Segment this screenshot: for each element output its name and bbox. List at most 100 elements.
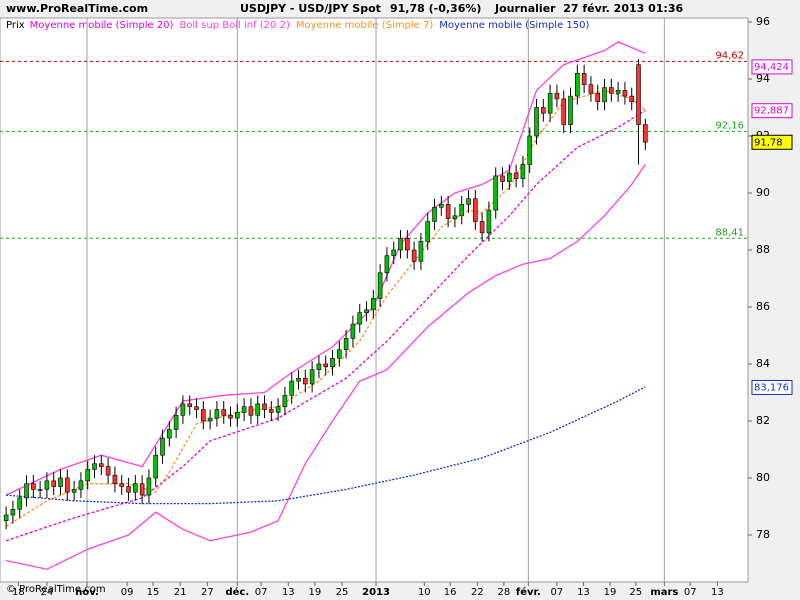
x-tick-label: 2013: [362, 587, 390, 598]
candle-body: [513, 172, 519, 180]
x-tick-label: 19: [604, 587, 617, 598]
title: USDJPY - USD/JPY Spot: [240, 2, 381, 15]
candle-body: [330, 357, 335, 368]
candle-body: [425, 221, 431, 242]
candle-body: [296, 377, 301, 382]
candle-body: [221, 409, 227, 416]
candle-body: [31, 483, 36, 490]
candle-body: [180, 403, 186, 416]
y-tick-label: 84: [756, 357, 770, 370]
x-tick-label: 21: [174, 587, 187, 598]
candle-body: [507, 172, 512, 182]
candle-body: [201, 409, 206, 422]
x-tick-label: 13: [577, 587, 590, 598]
candle-body: [520, 164, 526, 180]
x-tick-label: 16: [444, 587, 457, 598]
candle-body: [595, 92, 601, 103]
candle-body: [289, 380, 295, 396]
site: www.ProRealTime.com: [6, 2, 148, 15]
candle-body: [133, 483, 138, 493]
candle-body: [160, 437, 165, 456]
candle-body: [37, 489, 43, 491]
candle-body: [350, 323, 356, 339]
candle-body: [119, 483, 125, 487]
candle-body: [561, 98, 567, 125]
candle-body: [24, 483, 29, 499]
candle-body: [554, 92, 560, 100]
series-line-lower: [5, 164, 646, 570]
x-tick-label: 10: [418, 587, 431, 598]
candle-body: [214, 409, 220, 419]
candle-body: [167, 429, 172, 439]
candle-body: [262, 403, 267, 410]
candle-body: [269, 409, 274, 413]
candle-body: [275, 406, 281, 413]
candle-body: [629, 95, 635, 103]
candle-body: [282, 395, 288, 408]
candle-body: [473, 198, 478, 222]
candle-body: [51, 480, 57, 487]
candle-body: [105, 466, 111, 476]
candle-body: [235, 412, 240, 419]
candle-body: [187, 403, 193, 408]
price-box-label: 91,78: [754, 137, 783, 148]
candle-body: [418, 241, 424, 262]
candle-body: [194, 406, 199, 410]
candle-body: [248, 406, 254, 416]
candle-body: [112, 474, 118, 484]
candle-body: [17, 497, 23, 510]
candle-body: [228, 414, 233, 419]
candle-body: [44, 480, 50, 490]
price-box-label: 83,176: [754, 382, 789, 393]
candle-body: [10, 509, 16, 516]
candle-body: [398, 238, 403, 251]
candle-body: [575, 72, 580, 97]
candle-body: [534, 107, 539, 137]
candle-body: [303, 377, 308, 385]
candle-body: [459, 204, 465, 217]
candle-body: [316, 363, 322, 370]
candle-body: [636, 64, 641, 125]
candle-body: [445, 204, 451, 219]
x-tick-label: 09: [121, 587, 134, 598]
candle-body: [581, 72, 587, 85]
y-tick-label: 94: [756, 72, 770, 85]
series-line: [6, 386, 646, 505]
x-tick-label: 13: [711, 587, 724, 598]
candle-body: [405, 238, 410, 251]
price-box: [751, 379, 793, 395]
x-tick-label: 28: [498, 587, 511, 598]
y-tick-label: 82: [756, 414, 770, 427]
copyright: © ProRealTime.com: [6, 584, 106, 595]
y-tick-label: 96: [756, 15, 770, 28]
candle-body: [602, 87, 607, 103]
candle-body: [500, 175, 505, 182]
level-label: 92,16: [715, 120, 744, 131]
x-tick-label: mars: [650, 587, 678, 598]
candle-body: [541, 107, 546, 114]
candle-body: [126, 486, 131, 493]
legend-entry: Moyenne mobile (Simple 150): [439, 20, 589, 31]
legend-entry: Moyenne mobile (Simple 20): [30, 20, 174, 31]
candle-body: [432, 206, 437, 222]
candle-body: [173, 414, 179, 430]
y-tick-label: 88: [756, 243, 770, 256]
candle-body: [527, 135, 533, 165]
x-tick-label: 19: [308, 587, 321, 598]
candle-body: [609, 87, 614, 94]
candle-body: [384, 255, 390, 274]
x-tick-label: 22: [471, 587, 484, 598]
price-box-label: 92,887: [754, 106, 789, 117]
legend-entry: Boll sup Boll inf (20 2): [179, 20, 289, 31]
candle-body: [207, 417, 213, 422]
candle-body: [146, 477, 152, 496]
x-tick-label: 18: [12, 587, 25, 598]
candle-body: [486, 209, 492, 234]
candle-body: [377, 272, 383, 299]
candle-body: [643, 124, 648, 143]
candle-body: [71, 489, 77, 493]
candle-body: [85, 469, 91, 482]
x-tick-label: 13: [282, 587, 295, 598]
series-line: [5, 109, 646, 542]
candle-body: [588, 84, 594, 94]
